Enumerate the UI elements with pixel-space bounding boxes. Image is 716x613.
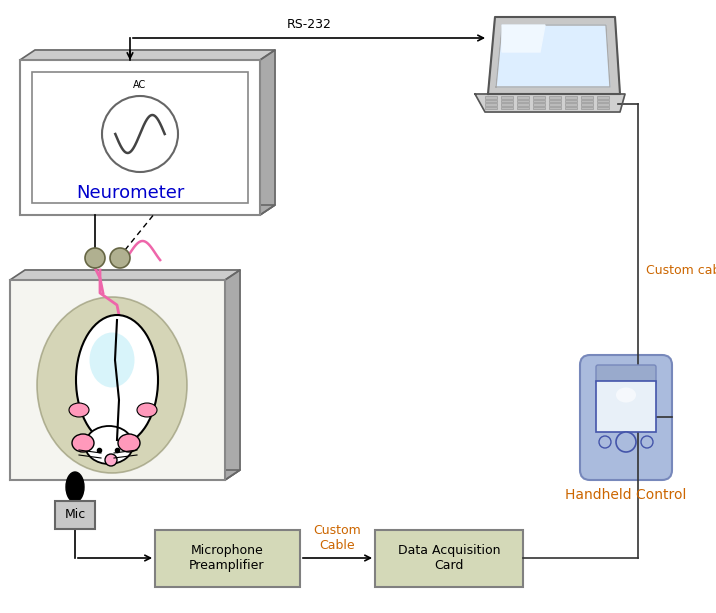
- Ellipse shape: [85, 426, 133, 464]
- FancyBboxPatch shape: [533, 96, 545, 99]
- Circle shape: [85, 248, 105, 268]
- Polygon shape: [475, 94, 625, 112]
- Circle shape: [616, 432, 636, 452]
- FancyBboxPatch shape: [20, 60, 260, 215]
- FancyBboxPatch shape: [549, 96, 561, 99]
- Text: Handheld Control: Handheld Control: [566, 488, 687, 502]
- Text: Microphone
Preamplifier: Microphone Preamplifier: [189, 544, 265, 572]
- FancyBboxPatch shape: [549, 99, 561, 102]
- Polygon shape: [502, 25, 545, 52]
- FancyBboxPatch shape: [597, 103, 609, 105]
- FancyBboxPatch shape: [155, 530, 300, 587]
- Polygon shape: [496, 25, 610, 87]
- FancyBboxPatch shape: [581, 103, 593, 105]
- Polygon shape: [10, 470, 240, 480]
- Ellipse shape: [72, 434, 94, 452]
- Ellipse shape: [76, 315, 158, 445]
- FancyBboxPatch shape: [55, 501, 95, 529]
- FancyBboxPatch shape: [596, 365, 656, 384]
- Circle shape: [641, 436, 653, 448]
- FancyBboxPatch shape: [501, 107, 513, 109]
- FancyBboxPatch shape: [565, 107, 577, 109]
- Text: Neurometer: Neurometer: [76, 184, 184, 202]
- FancyBboxPatch shape: [501, 99, 513, 102]
- Ellipse shape: [37, 297, 187, 473]
- Ellipse shape: [118, 434, 140, 452]
- Polygon shape: [20, 50, 275, 60]
- FancyBboxPatch shape: [32, 72, 248, 203]
- Circle shape: [110, 248, 130, 268]
- FancyBboxPatch shape: [565, 103, 577, 105]
- FancyBboxPatch shape: [517, 96, 529, 99]
- FancyBboxPatch shape: [10, 280, 225, 480]
- Polygon shape: [10, 270, 240, 280]
- Text: Custom
Cable: Custom Cable: [313, 524, 361, 552]
- FancyBboxPatch shape: [580, 355, 672, 480]
- FancyBboxPatch shape: [517, 107, 529, 109]
- Polygon shape: [225, 270, 240, 480]
- Circle shape: [599, 436, 611, 448]
- FancyBboxPatch shape: [533, 99, 545, 102]
- Ellipse shape: [69, 403, 89, 417]
- FancyBboxPatch shape: [581, 107, 593, 109]
- Text: AC: AC: [133, 80, 147, 90]
- Circle shape: [105, 454, 117, 466]
- FancyBboxPatch shape: [517, 99, 529, 102]
- FancyBboxPatch shape: [597, 96, 609, 99]
- FancyBboxPatch shape: [565, 96, 577, 99]
- FancyBboxPatch shape: [501, 103, 513, 105]
- FancyBboxPatch shape: [581, 96, 593, 99]
- Polygon shape: [260, 50, 275, 215]
- FancyBboxPatch shape: [375, 530, 523, 587]
- FancyBboxPatch shape: [596, 381, 656, 432]
- Text: Custom cable: Custom cable: [646, 264, 716, 276]
- Polygon shape: [488, 17, 620, 94]
- Text: Mic: Mic: [64, 509, 86, 522]
- FancyBboxPatch shape: [517, 103, 529, 105]
- FancyBboxPatch shape: [485, 99, 497, 102]
- Ellipse shape: [90, 332, 135, 387]
- FancyBboxPatch shape: [485, 96, 497, 99]
- Ellipse shape: [616, 387, 636, 403]
- FancyBboxPatch shape: [549, 107, 561, 109]
- FancyBboxPatch shape: [581, 99, 593, 102]
- FancyBboxPatch shape: [549, 103, 561, 105]
- FancyBboxPatch shape: [533, 107, 545, 109]
- Ellipse shape: [66, 472, 84, 502]
- Text: Data Acquisition
Card: Data Acquisition Card: [398, 544, 500, 572]
- FancyBboxPatch shape: [533, 103, 545, 105]
- FancyBboxPatch shape: [485, 103, 497, 105]
- FancyBboxPatch shape: [485, 107, 497, 109]
- Polygon shape: [20, 205, 275, 215]
- Text: RS-232: RS-232: [286, 18, 332, 31]
- FancyBboxPatch shape: [501, 96, 513, 99]
- FancyBboxPatch shape: [597, 107, 609, 109]
- FancyBboxPatch shape: [565, 99, 577, 102]
- Ellipse shape: [137, 403, 157, 417]
- FancyBboxPatch shape: [597, 99, 609, 102]
